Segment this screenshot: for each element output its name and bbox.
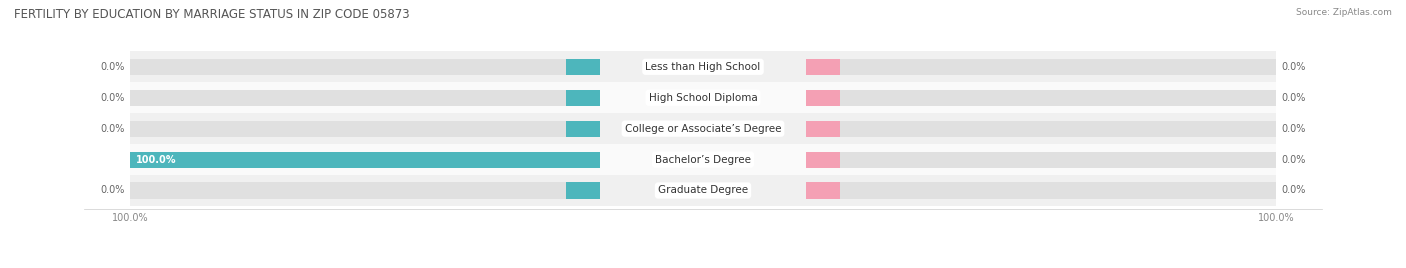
Bar	[565, 151, 600, 168]
Bar	[565, 59, 600, 75]
Text: 0.0%: 0.0%	[100, 93, 125, 103]
Text: 0.0%: 0.0%	[1281, 62, 1306, 72]
Text: 100.0%: 100.0%	[136, 155, 176, 165]
Bar	[565, 183, 600, 199]
Text: 0.0%: 0.0%	[100, 185, 125, 195]
Text: Source: ZipAtlas.com: Source: ZipAtlas.com	[1296, 8, 1392, 17]
Bar	[131, 90, 600, 106]
Bar	[131, 183, 600, 199]
Bar	[806, 151, 841, 168]
Bar	[131, 151, 600, 168]
Text: 0.0%: 0.0%	[1281, 185, 1306, 195]
Text: High School Diploma: High School Diploma	[648, 93, 758, 103]
Text: 0.0%: 0.0%	[100, 124, 125, 134]
Bar	[806, 183, 1275, 199]
Bar	[806, 59, 1275, 75]
Text: College or Associate’s Degree: College or Associate’s Degree	[624, 124, 782, 134]
Text: Bachelor’s Degree: Bachelor’s Degree	[655, 155, 751, 165]
Bar	[565, 90, 600, 106]
Text: 0.0%: 0.0%	[1281, 155, 1306, 165]
Bar	[131, 51, 1275, 82]
Bar	[806, 121, 1275, 137]
Bar	[806, 183, 841, 199]
Bar	[806, 90, 1275, 106]
Bar	[806, 121, 841, 137]
Bar	[131, 59, 600, 75]
Bar	[565, 121, 600, 137]
Bar	[131, 151, 600, 168]
Text: 0.0%: 0.0%	[1281, 124, 1306, 134]
Bar	[806, 151, 1275, 168]
Bar	[131, 144, 1275, 175]
Text: Graduate Degree: Graduate Degree	[658, 185, 748, 195]
Text: FERTILITY BY EDUCATION BY MARRIAGE STATUS IN ZIP CODE 05873: FERTILITY BY EDUCATION BY MARRIAGE STATU…	[14, 8, 409, 21]
Bar	[806, 59, 841, 75]
Bar	[131, 121, 600, 137]
Text: 0.0%: 0.0%	[100, 62, 125, 72]
Text: Less than High School: Less than High School	[645, 62, 761, 72]
Text: 0.0%: 0.0%	[1281, 93, 1306, 103]
Bar	[131, 175, 1275, 206]
Bar	[131, 113, 1275, 144]
Bar	[131, 82, 1275, 113]
Bar	[806, 90, 841, 106]
